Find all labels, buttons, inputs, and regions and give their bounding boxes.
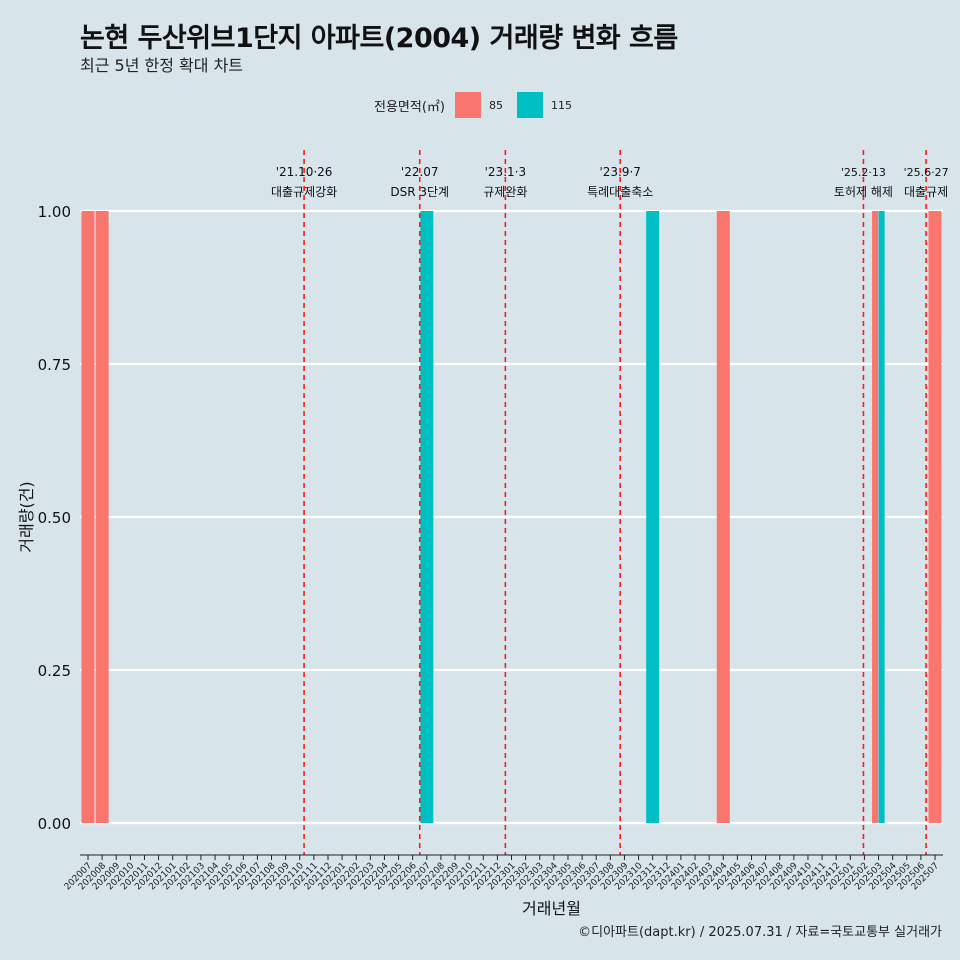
source-caption: ©디아파트(dapt.kr) / 2025.07.31 / 자료=국토교통부 실… [578,925,942,940]
bar-202311-115 [646,211,660,823]
y-tick-label: 0.75 [38,356,71,374]
bar-202007-85 [81,211,95,823]
legend-title: 전용면적(㎡) [374,99,445,115]
y-axis-title: 거래량(건) [17,481,36,552]
legend: 전용면적(㎡) 85 115 [0,92,960,118]
policy-event-label: 규제완화 [483,185,527,199]
policy-date-label: '25.6·27 [904,166,949,179]
y-tick-label: 1.00 [38,203,71,221]
y-tick-label: 0.00 [38,815,71,833]
policy-event-label: 토허제 해제 [834,185,893,199]
legend-label-85: 85 [488,98,503,112]
policy-event-label: 대출규제강화 [271,185,337,199]
bar-202507-85 [928,211,942,823]
policy-event-label: 대출규제 [904,185,948,199]
policy-date-label: '21.10·26 [276,165,333,179]
bar-202008-85 [95,211,109,823]
y-tick-label: 0.25 [38,662,71,680]
bar-202503-85 [872,211,879,823]
policy-date-label: '23.9·7 [599,165,640,179]
legend-swatch-85 [454,92,481,118]
chart-title: 논현 두산위브1단지 아파트(2004) 거래량 변화 흐름 [80,23,678,54]
legend-swatch-115 [516,92,543,118]
bar-202404-85 [716,211,730,823]
bar-202503-115 [878,211,885,823]
policy-date-label: '25.2·13 [841,166,886,179]
policy-date-label: '22.07 [401,165,439,179]
x-axis-title: 거래년월 [522,899,581,918]
legend-label-115: 115 [550,98,572,112]
policy-event-label: DSR 3단계 [390,185,449,199]
y-tick-label: 0.50 [38,509,71,527]
policy-event-label: 특례대출축소 [587,185,653,199]
bar-202207-115 [420,211,434,823]
chart-subtitle: 최근 5년 한정 확대 차트 [80,56,244,75]
policy-date-label: '23.1·3 [485,165,526,179]
